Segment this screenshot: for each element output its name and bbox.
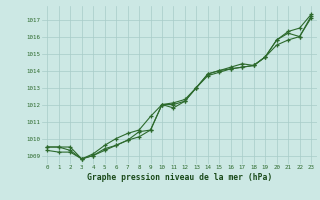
- X-axis label: Graphe pression niveau de la mer (hPa): Graphe pression niveau de la mer (hPa): [87, 173, 272, 182]
